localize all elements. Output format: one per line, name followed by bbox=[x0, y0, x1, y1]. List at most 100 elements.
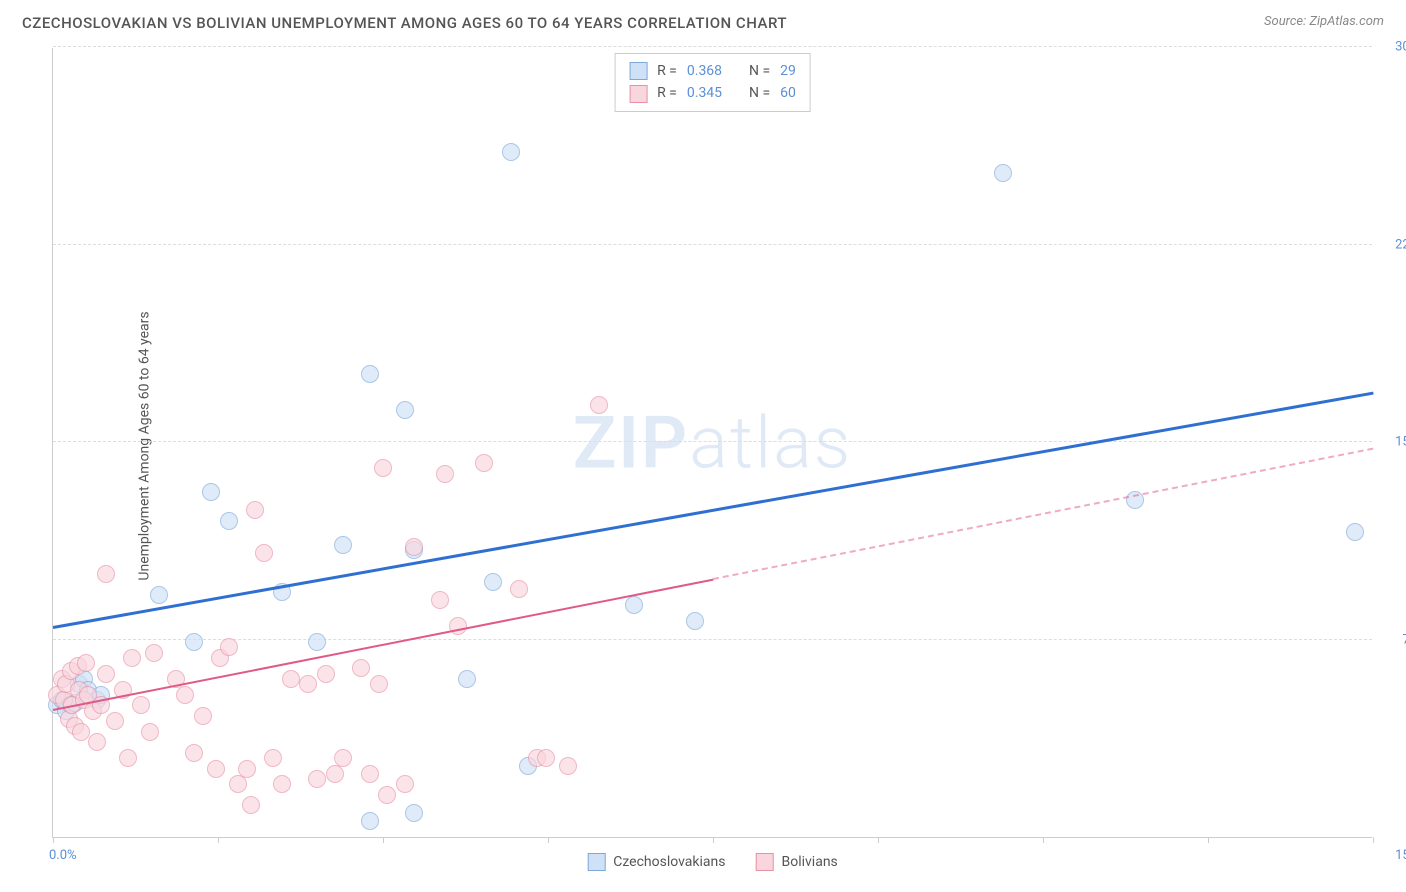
scatter-point bbox=[502, 143, 520, 161]
ytick-label: 30.0% bbox=[1395, 40, 1406, 55]
xtick bbox=[218, 837, 219, 843]
xtick bbox=[548, 837, 549, 843]
gridline-h bbox=[53, 639, 1372, 640]
legend-row-series-1: R = 0.345 N = 60 bbox=[629, 82, 796, 104]
scatter-point bbox=[220, 512, 238, 530]
legend-bottom-label-1: Bolivians bbox=[782, 854, 838, 870]
scatter-point bbox=[220, 638, 238, 656]
legend-bottom-swatch-0 bbox=[587, 853, 605, 871]
scatter-point bbox=[194, 707, 212, 725]
scatter-point bbox=[378, 786, 396, 804]
scatter-point bbox=[352, 659, 370, 677]
ytick-label: 7.5% bbox=[1402, 632, 1406, 647]
scatter-point bbox=[132, 696, 150, 714]
scatter-point bbox=[1346, 523, 1364, 541]
scatter-point bbox=[458, 670, 476, 688]
scatter-point bbox=[994, 164, 1012, 182]
scatter-point bbox=[207, 760, 225, 778]
scatter-point bbox=[405, 538, 423, 556]
source-attribution: Source: ZipAtlas.com bbox=[1264, 14, 1384, 29]
scatter-point bbox=[361, 812, 379, 830]
ytick-label: 15.0% bbox=[1395, 435, 1406, 450]
title-bar: CZECHOSLOVAKIAN VS BOLIVIAN UNEMPLOYMENT… bbox=[22, 14, 1384, 32]
legend-row-series-0: R = 0.368 N = 29 bbox=[629, 60, 796, 82]
legend-item-0: Czechoslovakians bbox=[587, 853, 725, 871]
scatter-point bbox=[273, 775, 291, 793]
scatter-point bbox=[308, 770, 326, 788]
scatter-point bbox=[370, 675, 388, 693]
scatter-point bbox=[185, 633, 203, 651]
ytick-label: 22.5% bbox=[1395, 237, 1406, 252]
xtick bbox=[713, 837, 714, 843]
scatter-point bbox=[246, 501, 264, 519]
legend-bottom-swatch-1 bbox=[756, 853, 774, 871]
scatter-point bbox=[361, 365, 379, 383]
scatter-point bbox=[449, 617, 467, 635]
gridline-h bbox=[53, 46, 1372, 47]
n-value-0: 29 bbox=[780, 60, 796, 82]
legend-item-1: Bolivians bbox=[756, 853, 838, 871]
xtick bbox=[383, 837, 384, 843]
xtick-label: 0.0% bbox=[49, 848, 77, 863]
scatter-point bbox=[229, 775, 247, 793]
chart-title: CZECHOSLOVAKIAN VS BOLIVIAN UNEMPLOYMENT… bbox=[22, 14, 787, 32]
scatter-point bbox=[185, 744, 203, 762]
scatter-point bbox=[176, 686, 194, 704]
xtick bbox=[878, 837, 879, 843]
watermark: ZIPatlas bbox=[573, 400, 853, 485]
xtick bbox=[1208, 837, 1209, 843]
scatter-point bbox=[150, 586, 168, 604]
scatter-point bbox=[255, 544, 273, 562]
scatter-point bbox=[77, 654, 95, 672]
scatter-point bbox=[123, 649, 141, 667]
scatter-point bbox=[374, 459, 392, 477]
scatter-point bbox=[590, 396, 608, 414]
scatter-point bbox=[484, 573, 502, 591]
scatter-point bbox=[537, 749, 555, 767]
legend-swatch-0 bbox=[629, 62, 647, 80]
xtick bbox=[1373, 837, 1374, 843]
legend-swatch-1 bbox=[629, 85, 647, 103]
scatter-point bbox=[361, 765, 379, 783]
scatter-point bbox=[405, 804, 423, 822]
n-label-0: N = bbox=[749, 60, 770, 82]
scatter-point bbox=[88, 733, 106, 751]
scatter-point bbox=[97, 665, 115, 683]
scatter-point bbox=[119, 749, 137, 767]
scatter-point bbox=[72, 723, 90, 741]
scatter-point bbox=[475, 454, 493, 472]
gridline-h bbox=[53, 244, 1372, 245]
scatter-point bbox=[308, 633, 326, 651]
scatter-point bbox=[396, 401, 414, 419]
r-label-1: R = bbox=[657, 82, 677, 104]
r-label-0: R = bbox=[657, 60, 677, 82]
watermark-bold: ZIP bbox=[573, 400, 689, 485]
scatter-point bbox=[334, 749, 352, 767]
scatter-point bbox=[106, 712, 124, 730]
scatter-point bbox=[202, 483, 220, 501]
plot-area: ZIPatlas R = 0.368 N = 29 R = 0.345 N = … bbox=[52, 48, 1372, 838]
legend-correlation-box: R = 0.368 N = 29 R = 0.345 N = 60 bbox=[614, 53, 811, 112]
xtick bbox=[1043, 837, 1044, 843]
scatter-point bbox=[559, 757, 577, 775]
scatter-point bbox=[431, 591, 449, 609]
scatter-point bbox=[264, 749, 282, 767]
r-value-0: 0.368 bbox=[687, 60, 722, 82]
r-value-1: 0.345 bbox=[687, 82, 722, 104]
n-value-1: 60 bbox=[780, 82, 796, 104]
scatter-point bbox=[396, 775, 414, 793]
chart-container: CZECHOSLOVAKIAN VS BOLIVIAN UNEMPLOYMENT… bbox=[0, 0, 1406, 892]
n-label-1: N = bbox=[749, 82, 770, 104]
scatter-point bbox=[145, 644, 163, 662]
scatter-point bbox=[625, 596, 643, 614]
watermark-light: atlas bbox=[689, 400, 852, 485]
scatter-point bbox=[238, 760, 256, 778]
scatter-point bbox=[436, 465, 454, 483]
legend-series-names: Czechoslovakians Bolivians bbox=[587, 853, 838, 871]
xtick bbox=[53, 837, 54, 843]
gridline-h bbox=[53, 441, 1372, 442]
trend-line-extrapolated bbox=[713, 448, 1373, 580]
legend-bottom-label-0: Czechoslovakians bbox=[613, 854, 725, 870]
scatter-point bbox=[326, 765, 344, 783]
scatter-point bbox=[242, 796, 260, 814]
